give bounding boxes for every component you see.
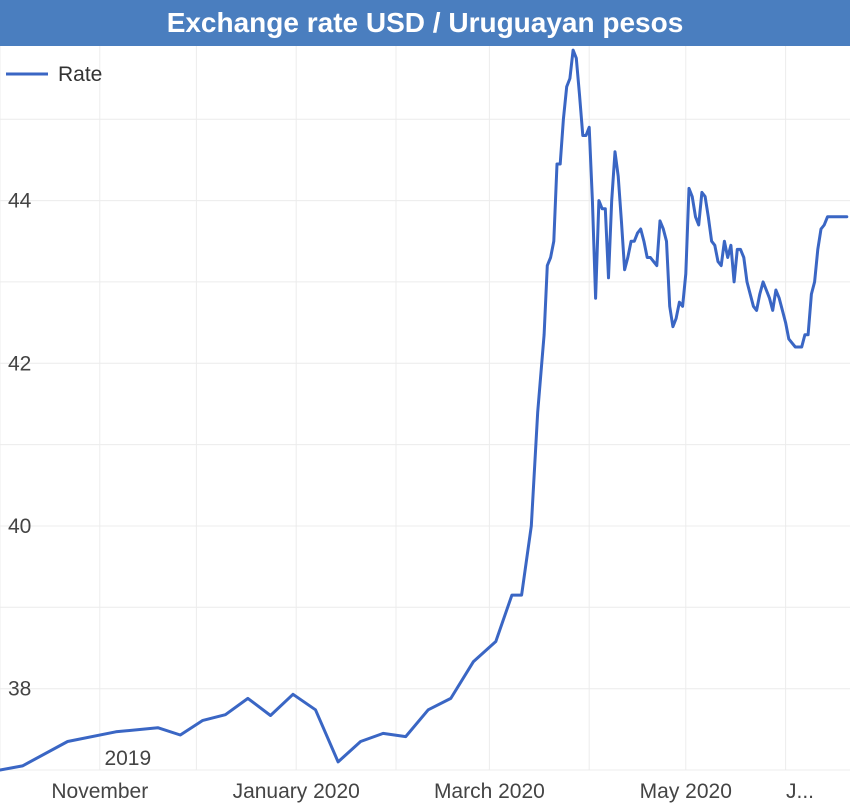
y-tick-label: 38: [8, 678, 31, 701]
x-tick-label: March 2020: [434, 780, 545, 803]
y-tick-label: 44: [8, 190, 32, 213]
chart-title-bar: [0, 0, 850, 46]
x-tick-label: November: [51, 780, 148, 803]
y-tick-label: 40: [8, 515, 31, 538]
x-tick-sublabel: 2019: [104, 747, 151, 770]
y-tick-label: 42: [8, 352, 31, 375]
chart-title: Exchange rate USD / Uruguayan pesos: [166, 7, 684, 38]
x-tick-label: January 2020: [233, 780, 360, 803]
axis-ticks: 38 40 42 44 November 2019 January 2020 March 20…: [8, 190, 814, 803]
gridlines: [0, 46, 850, 771]
x-tick-label: J...: [786, 780, 814, 803]
series-layer: [0, 48, 849, 772]
series-line-rate: [0, 48, 849, 772]
x-tick-label: May 2020: [640, 780, 732, 803]
legend: Rate: [6, 63, 102, 86]
legend-label-rate: Rate: [58, 63, 102, 86]
